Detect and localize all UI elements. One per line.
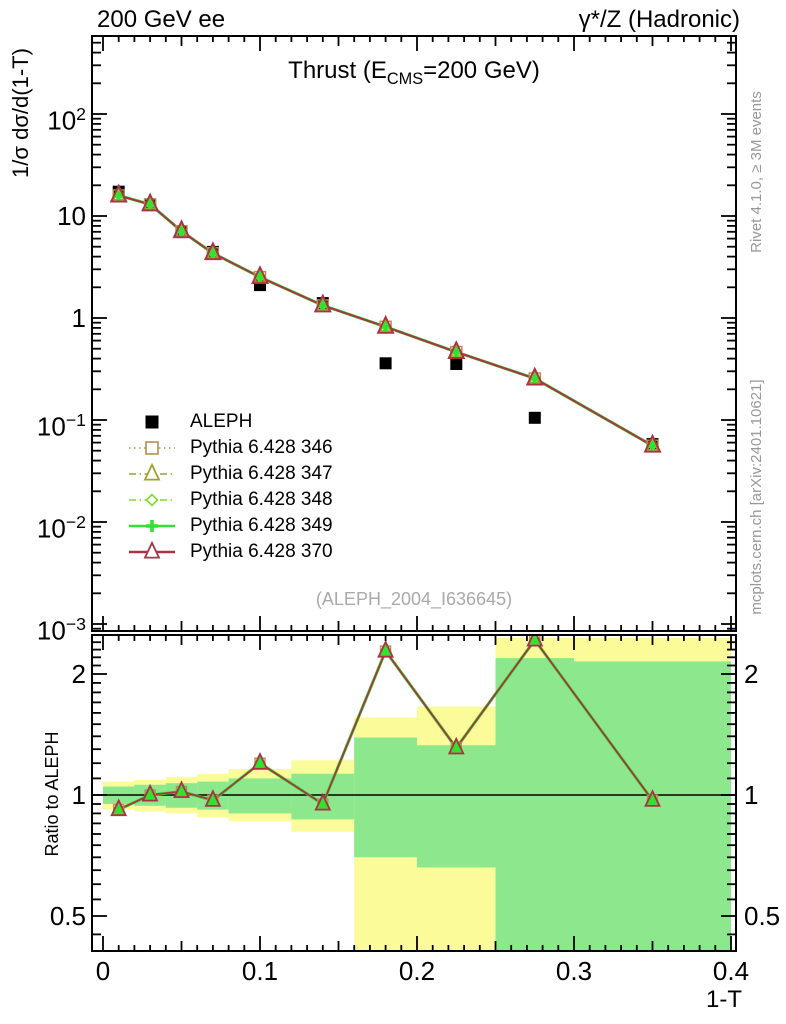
plot-title-subscript: CMS: [386, 69, 424, 88]
legend-label: Pythia 6.428 348: [190, 489, 333, 510]
legend-marker-icon: [129, 520, 175, 532]
axis-ticks: [93, 37, 735, 950]
legend-marker-icon: [129, 441, 175, 455]
ratio-y-tick-label: 2: [71, 659, 86, 689]
main-y-tick-label: 10: [57, 201, 86, 231]
legend-item-Pythia-6-428-347: Pythia 6.428 347: [126, 461, 333, 487]
x-tick-label: 0.3: [555, 956, 593, 986]
x-tick-label: 0.2: [398, 956, 436, 986]
legend-item-ALEPH: ALEPH: [126, 409, 252, 435]
main-y-tick-label: 102: [47, 104, 86, 136]
header-beam-label: 200 GeV ee: [97, 6, 226, 33]
main-series: [109, 183, 662, 453]
legend-item-Pythia-6-428-348: Pythia 6.428 348: [126, 487, 333, 513]
legend-label: Pythia 6.428 349: [190, 515, 333, 536]
legend-marker-icon: [129, 540, 175, 559]
legend-label: Pythia 6.428 370: [190, 541, 333, 562]
legend-item-Pythia-6-428-370: Pythia 6.428 370: [126, 539, 333, 565]
main-y-tick-label: 10−1: [36, 410, 86, 442]
header-process-label: γ*/Z (Hadronic): [578, 6, 740, 33]
mcplots-reference-note: mcplots.cern.ch [arXiv:2401.10621]: [748, 379, 765, 615]
legend-label: Pythia 6.428 347: [190, 463, 333, 484]
legend-item-Pythia-6-428-349: Pythia 6.428 349: [126, 513, 333, 539]
x-tick-label: 0.1: [241, 956, 279, 986]
x-tick-label: 0.4: [712, 956, 750, 986]
legend-item-Pythia-6-428-346: Pythia 6.428 346: [126, 435, 333, 461]
ratio-panel-frame: [91, 634, 737, 952]
ratio-y-tick-label: 0.5: [49, 901, 86, 931]
ratio-curves: [110, 635, 661, 817]
legend-marker-icon: [145, 415, 159, 429]
legend-marker-icon: [129, 462, 175, 481]
x-tick-label: 0: [95, 956, 111, 986]
main-y-tick-label: 1: [71, 303, 86, 333]
rivet-version-note: Rivet 4.1.0, ≥ 3M events: [748, 91, 765, 253]
legend-label: ALEPH: [190, 411, 253, 432]
legend-marker-icon: [129, 493, 175, 507]
analysis-id-watermark: (ALEPH_2004_I636645): [315, 589, 513, 609]
x-axis-label: 1-T: [706, 986, 742, 1013]
ratio-y-tick-label: 1: [71, 780, 86, 810]
main-y-tick-label: 10−2: [36, 512, 86, 544]
plot-title-suffix: =200 GeV): [423, 57, 540, 84]
plot-title: Thrust (ECMS=200 GeV): [92, 57, 736, 89]
ratio-y-tick-label-right: 0.5: [744, 901, 781, 931]
main-y-tick-label: 10−3: [36, 614, 86, 646]
plot-title-prefix: Thrust (E: [288, 57, 387, 84]
curve-Pythia-6-428-370: [118, 194, 653, 447]
ratio-y-tick-label-right: 2: [744, 659, 759, 689]
legend-label: Pythia 6.428 346: [190, 437, 333, 458]
ratio-y-tick-label-right: 1: [744, 780, 759, 810]
main-panel-frame: [91, 35, 737, 632]
